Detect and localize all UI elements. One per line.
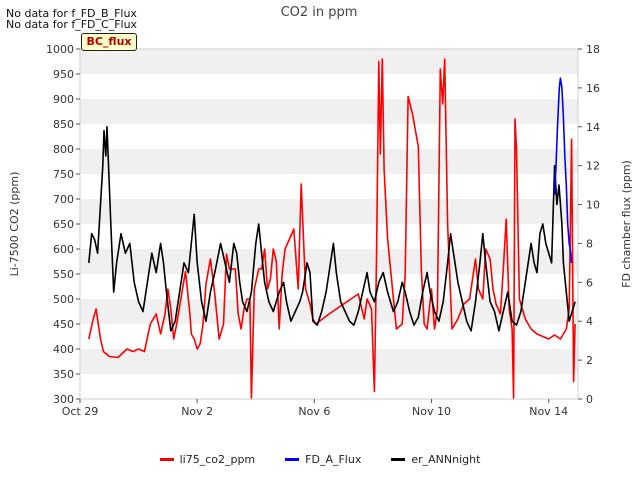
y-tick-label: 450 xyxy=(53,318,74,331)
y2-tick-label: 12 xyxy=(586,160,600,173)
no-data-note-c: No data for f_FD_C_Flux xyxy=(6,18,138,31)
y2-tick-label: 18 xyxy=(586,43,600,56)
y2-tick-label: 0 xyxy=(586,393,593,406)
grid-band xyxy=(80,99,578,124)
y-tick-label: 650 xyxy=(53,218,74,231)
y-axis-title: Li-7500 CO2 (ppm) xyxy=(8,172,21,277)
grid-band xyxy=(80,374,578,399)
legend: li75_co2_ppm FD_A_Flux er_ANNnight xyxy=(0,453,640,466)
y-tick-label: 950 xyxy=(53,68,74,81)
chart-title: CO2 in ppm xyxy=(281,5,358,20)
y-tick-label: 300 xyxy=(53,393,74,406)
legend-label-er-ann: er_ANNnight xyxy=(411,453,481,466)
legend-item-fd-a: FD_A_Flux xyxy=(285,453,361,466)
y-tick-label: 850 xyxy=(53,118,74,131)
y-tick-label: 800 xyxy=(53,143,74,156)
grid-band xyxy=(80,174,578,199)
series-line-li75-co2-ppm xyxy=(88,58,576,400)
y-tick-label: 400 xyxy=(53,343,74,356)
legend-item-li75: li75_co2_ppm xyxy=(159,453,256,466)
y-tick-label: 900 xyxy=(53,93,74,106)
y2-tick-label: 10 xyxy=(586,199,600,212)
y-tick-label: 700 xyxy=(53,193,74,206)
grid-band xyxy=(80,324,578,349)
bc-flux-badge: BC_flux xyxy=(81,33,137,51)
y2-tick-label: 4 xyxy=(586,315,593,328)
y-tick-label: 550 xyxy=(53,268,74,281)
grid-band xyxy=(80,49,578,74)
series-line-er-annnight xyxy=(88,126,576,332)
y-tick-label: 600 xyxy=(53,243,74,256)
grid-band xyxy=(80,149,578,174)
legend-label-li75: li75_co2_ppm xyxy=(179,453,256,466)
grid-band xyxy=(80,124,578,149)
series-line-fd-a-flux xyxy=(553,77,573,263)
x-tick-label: Nov 2 xyxy=(181,405,213,418)
grid-band xyxy=(80,199,578,224)
y-tick-label: 750 xyxy=(53,168,74,181)
y2-tick-label: 2 xyxy=(586,354,593,367)
legend-item-er-ann: er_ANNnight xyxy=(391,453,480,466)
legend-swatch-li75 xyxy=(159,458,174,461)
y-tick-label: 350 xyxy=(53,368,74,381)
legend-swatch-er-ann xyxy=(391,458,406,461)
y-tick-label: 1000 xyxy=(46,43,74,56)
grid-band xyxy=(80,349,578,374)
x-tick-label: Oct 29 xyxy=(62,405,99,418)
y2-tick-label: 8 xyxy=(586,237,593,250)
legend-label-fd-a: FD_A_Flux xyxy=(305,453,362,466)
x-tick-label: Nov 6 xyxy=(298,405,330,418)
no-data-note-b: No data for f_FD_B_Flux xyxy=(6,7,137,20)
y2-tick-label: 6 xyxy=(586,276,593,289)
y2-tick-label: 14 xyxy=(586,121,600,134)
legend-swatch-fd-a xyxy=(285,458,300,461)
x-tick-label: Nov 14 xyxy=(529,405,568,418)
y-tick-label: 500 xyxy=(53,293,74,306)
y2-axis-title: FD chamber flux (ppm) xyxy=(620,160,633,288)
x-tick-label: Nov 10 xyxy=(412,405,451,418)
grid-band xyxy=(80,74,578,99)
y2-tick-label: 16 xyxy=(586,82,600,95)
grid-band xyxy=(80,224,578,249)
